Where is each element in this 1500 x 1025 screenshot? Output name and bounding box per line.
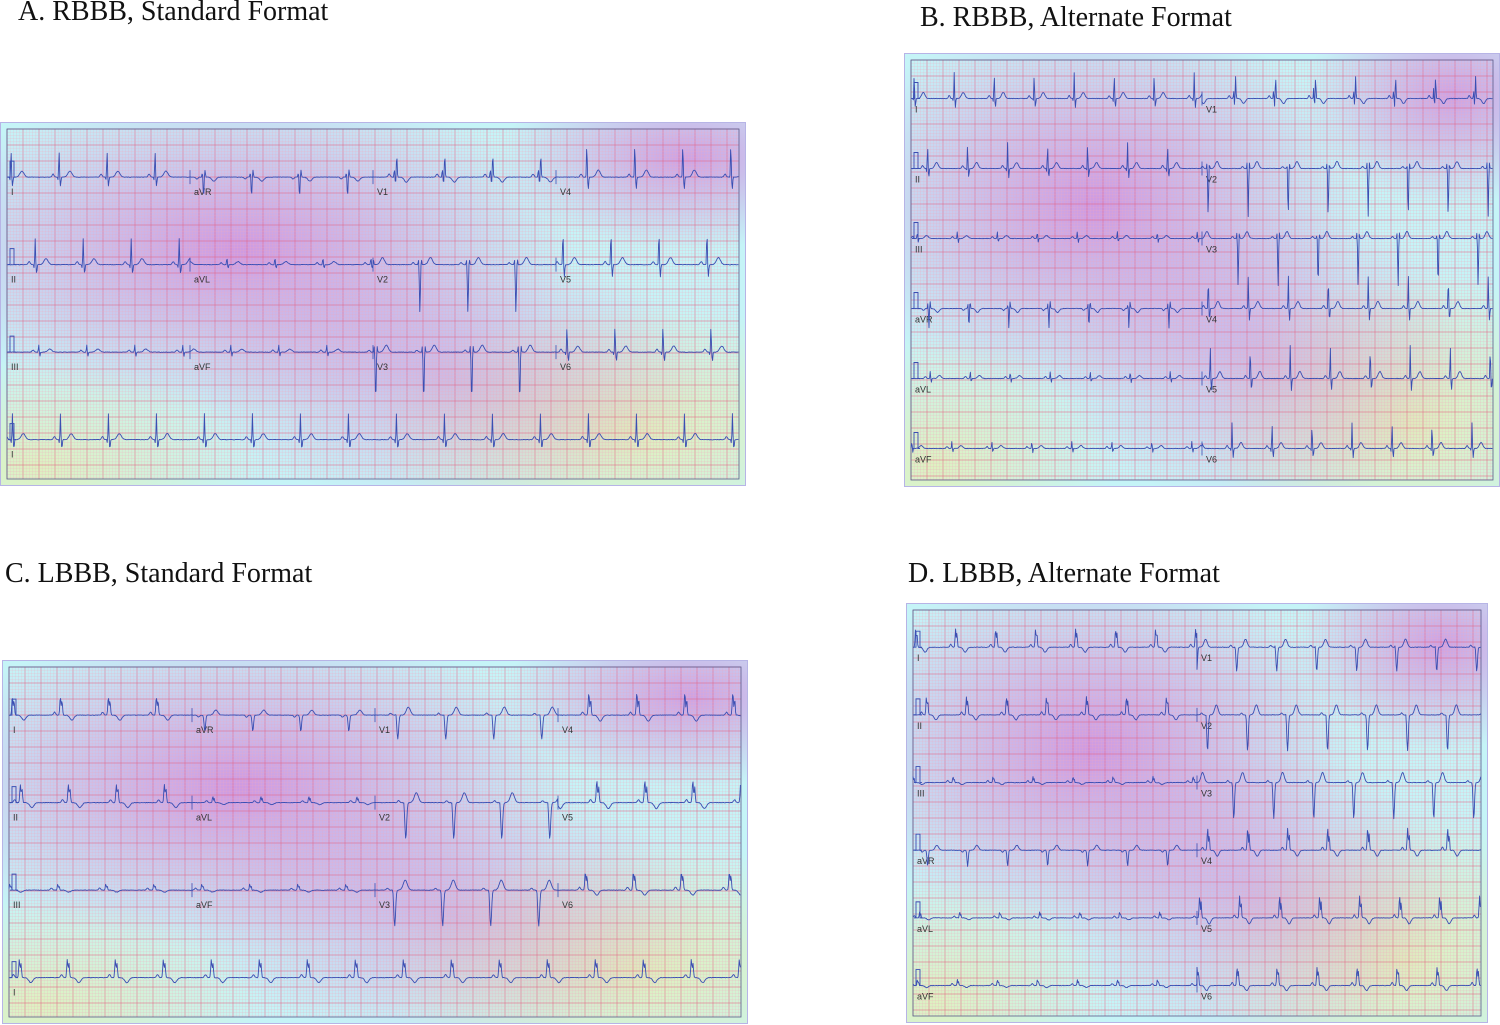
ecg-trace	[911, 142, 1493, 218]
lead-label: V6	[1201, 992, 1212, 1002]
ecg-panel-d: I V1 II V2 III V3 aVR V4 aVL V5 aVF V6	[906, 603, 1488, 1023]
lead-label: V4	[1206, 315, 1217, 325]
lead-label: V5	[1201, 924, 1212, 934]
ecg-trace	[911, 275, 1493, 329]
ecg-trace	[910, 72, 1493, 108]
lead-label: I	[917, 653, 920, 663]
lead-label: aVL	[196, 813, 212, 823]
ecg-trace	[912, 696, 1482, 752]
ecg-panel-b: I V1 II V2 III V3 aVR V4 aVL V5 aVF V6	[904, 53, 1500, 487]
lead-label: V4	[1201, 856, 1212, 866]
lead-label: I	[11, 450, 14, 460]
ecg-trace	[9, 781, 741, 839]
panel-border	[906, 603, 1488, 1023]
ecg-paper-border	[910, 59, 1494, 481]
panel-a-title: A. RBBB, Standard Format	[18, 0, 329, 27]
lead-label: V1	[379, 725, 390, 735]
ecg-trace	[8, 873, 741, 927]
ecg-trace	[6, 238, 739, 313]
ecg-trace	[911, 344, 1493, 391]
ecg-trace	[6, 149, 739, 194]
lead-label: V2	[379, 813, 390, 823]
lead-label: II	[917, 721, 922, 731]
ecg-trace	[8, 959, 741, 984]
lead-label: V6	[560, 362, 571, 372]
lead-label: II	[11, 275, 16, 285]
ecg-trace	[912, 895, 1482, 925]
lead-label: aVR	[917, 856, 935, 866]
lead-label: V3	[379, 900, 390, 910]
lead-label: I	[13, 725, 16, 735]
lead-label: V6	[1206, 455, 1217, 465]
ecg-grid	[910, 59, 1493, 480]
ecg-trace	[8, 693, 741, 740]
lead-label: V2	[1206, 175, 1217, 185]
heatmap-blob	[904, 53, 1500, 487]
panel-b-title: B. RBBB, Alternate Format	[920, 2, 1232, 33]
lead-label: aVF	[196, 900, 213, 910]
lead-label: aVL	[917, 924, 933, 934]
lead-label: V2	[377, 275, 388, 285]
ecg-paper-border	[8, 666, 742, 1018]
ecg-trace	[912, 966, 1481, 992]
lead-label: II	[915, 175, 920, 185]
lead-label: III	[915, 245, 923, 255]
lead-label: II	[13, 813, 18, 823]
lead-label: aVF	[915, 455, 932, 465]
lead-label: I	[11, 187, 14, 197]
ecg-trace	[910, 230, 1493, 287]
lead-label: aVL	[915, 385, 931, 395]
lead-label: V4	[562, 725, 573, 735]
heatmap-blob	[906, 603, 1488, 1023]
lead-label: V3	[1206, 245, 1217, 255]
ecg-paper-border	[6, 128, 740, 480]
panel-border	[2, 660, 748, 1024]
panel-c-title: C. LBBB, Standard Format	[5, 558, 313, 589]
lead-label: III	[917, 789, 925, 799]
ecg-trace	[910, 422, 1493, 459]
lead-label: V5	[560, 275, 571, 285]
lead-label: III	[11, 362, 19, 372]
lead-label: I	[915, 105, 918, 115]
panel-border	[0, 122, 746, 486]
ecg-paper-border	[912, 609, 1482, 1017]
ecg-trace	[6, 328, 739, 393]
lead-label: V3	[1201, 789, 1212, 799]
lead-label: aVR	[915, 315, 933, 325]
lead-label: aVF	[194, 362, 211, 372]
lead-label: V1	[1206, 105, 1217, 115]
lead-label: V1	[377, 187, 388, 197]
lead-label: V3	[377, 362, 388, 372]
lead-label: V5	[562, 813, 573, 823]
lead-label: V4	[560, 187, 571, 197]
ecg-trace	[6, 413, 739, 448]
lead-label: aVL	[194, 275, 210, 285]
ecg-trace	[912, 827, 1482, 867]
lead-label: aVF	[917, 992, 934, 1002]
lead-label: V6	[562, 900, 573, 910]
ecg-trace	[912, 628, 1481, 672]
lead-label: I	[13, 988, 16, 998]
ecg-trace	[912, 771, 1482, 820]
panel-d-title: D. LBBB, Alternate Format	[908, 558, 1220, 589]
lead-label: V1	[1201, 653, 1212, 663]
lead-label: III	[13, 900, 21, 910]
